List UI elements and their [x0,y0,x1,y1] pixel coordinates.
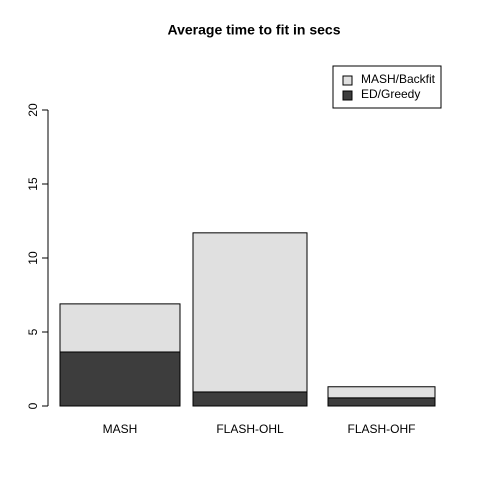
bar-segment [59,303,181,353]
bar-segment [59,351,181,407]
x-tick-label: FLASH-OHF [347,422,415,436]
y-tick-label: 5 [26,328,40,335]
bar-segment [192,232,308,393]
legend-box [332,65,442,109]
bar-segment [327,397,436,407]
x-tick-label: FLASH-OHL [216,422,284,436]
legend-swatch [342,90,353,101]
y-tick-label: 15 [26,177,40,191]
chart-title: Average time to fit in secs [168,22,341,38]
bar-segment [192,391,308,407]
bar-segment [327,386,436,399]
legend-swatch [342,75,353,86]
legend-label: ED/Greedy [361,87,420,101]
x-tick-label: MASH [103,422,138,436]
legend-label: MASH/Backfit [361,72,436,86]
y-tick-label: 20 [26,103,40,117]
y-tick-label: 0 [26,402,40,409]
y-tick-label: 10 [26,251,40,265]
